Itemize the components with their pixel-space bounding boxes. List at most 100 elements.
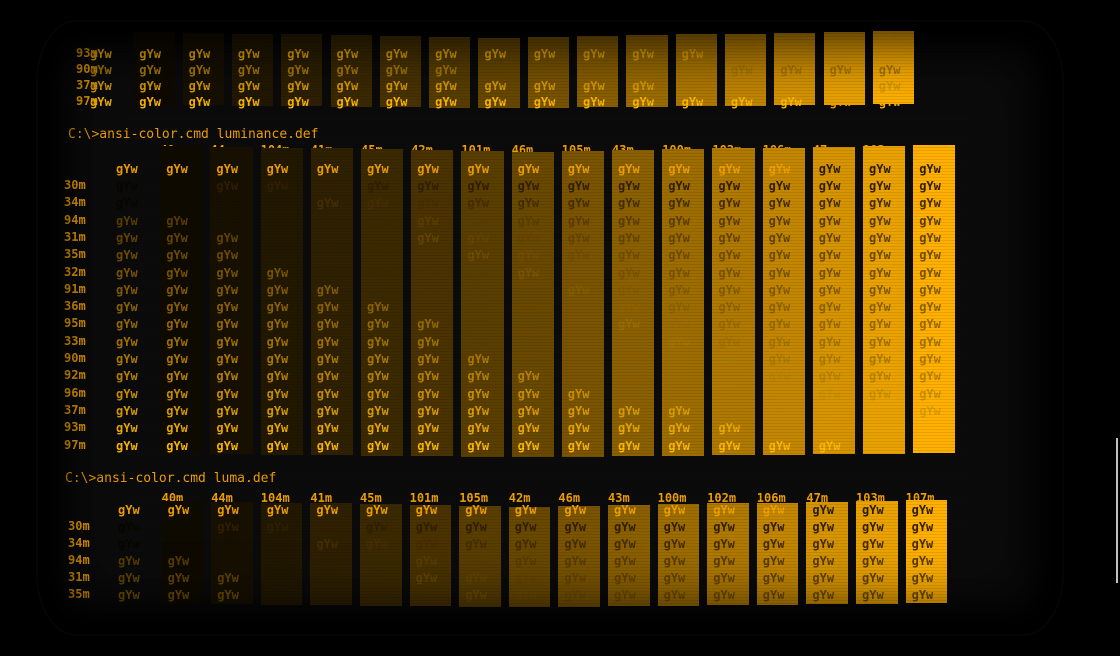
background-swatch <box>558 506 600 607</box>
sample-cell: gYw <box>367 403 389 418</box>
sample-cell: gYw <box>316 282 339 297</box>
sample-cell: gYw <box>316 520 339 534</box>
sample-cell: gYw <box>718 161 741 176</box>
row-label-90m: 90m <box>76 62 98 76</box>
sample-cell: gYw <box>567 352 590 366</box>
sample-cell: gYw <box>367 230 389 245</box>
background-swatch <box>856 500 898 604</box>
background-swatch <box>527 37 569 108</box>
sample-cell: gYw <box>818 196 841 211</box>
sample-cell: gYw <box>718 334 741 349</box>
sample-cell: gYw <box>514 537 537 551</box>
background-swatch <box>411 150 454 457</box>
row-label-33m: 33m <box>64 333 86 348</box>
sample-cell: gYw <box>467 179 490 193</box>
sample-cell: gYw <box>316 421 339 436</box>
sample-cell: gYw <box>316 179 339 193</box>
sample-cell: gYw <box>713 554 735 568</box>
sample-cell: gYw <box>919 421 941 436</box>
sample-cell: gYw <box>869 334 891 349</box>
sample-cell: gYw <box>564 554 587 568</box>
background-swatch <box>459 506 501 607</box>
sample-cell: gYw <box>567 282 590 297</box>
sample-cell: gYw <box>583 63 605 77</box>
sample-cell: gYw <box>911 520 934 534</box>
sample-cell: gYw <box>367 421 389 436</box>
sample-cell: gYw <box>517 352 540 366</box>
sample-cell: gYw <box>818 403 841 418</box>
sample-cell: gYw <box>614 537 636 551</box>
sample-cell: gYw <box>869 230 891 245</box>
sample-cell: gYw <box>266 520 289 534</box>
sample-cell: gYw <box>415 503 438 517</box>
sample-cell: gYw <box>919 369 941 384</box>
sample-cell: gYw <box>517 179 540 193</box>
scrollbar[interactable] <box>1116 438 1118 583</box>
sample-cell: gYw <box>919 265 941 280</box>
sample-cell: gYw <box>911 503 934 517</box>
sample-cell: gYw <box>366 571 388 585</box>
column-header-43m: 43m <box>608 491 630 505</box>
sample-cell: gYw <box>911 588 934 602</box>
sample-cell: gYw <box>367 438 389 453</box>
background-swatch <box>905 499 948 604</box>
sample-cell: gYw <box>718 300 741 315</box>
background-swatch <box>707 503 749 606</box>
sample-cell: gYw <box>718 248 741 263</box>
sample-cell: gYw <box>216 282 239 297</box>
sample-cell: gYw <box>718 230 741 245</box>
sample-cell: gYw <box>681 95 704 109</box>
sample-cell: gYw <box>768 230 791 245</box>
sample-cell: gYw <box>730 63 753 77</box>
sample-cell: gYw <box>818 161 841 176</box>
sample-cell: gYw <box>316 213 339 228</box>
sample-cell: gYw <box>919 282 941 297</box>
sample-cell: gYw <box>266 161 289 176</box>
sample-cell: gYw <box>668 196 690 211</box>
background-swatch <box>211 501 253 605</box>
sample-cell: gYw <box>718 213 741 228</box>
sample-cell: gYw <box>336 95 359 109</box>
background-swatch <box>626 35 668 107</box>
background-swatch <box>210 146 253 455</box>
sample-cell: gYw <box>762 520 785 534</box>
row-label-94m: 94m <box>68 553 90 567</box>
sample-cell: gYw <box>829 63 852 77</box>
sample-cell: gYw <box>618 421 640 436</box>
sample-cell: gYw <box>567 213 590 228</box>
sample-cell: gYw <box>862 537 884 551</box>
sample-cell: gYw <box>166 248 188 263</box>
background-swatch <box>231 33 274 106</box>
sample-cell: gYw <box>216 248 239 263</box>
sample-cell: gYw <box>116 213 138 228</box>
sample-cell: gYw <box>166 421 188 436</box>
sample-cell: gYw <box>768 300 791 315</box>
sample-cell: gYw <box>116 352 138 366</box>
sample-cell: gYw <box>517 196 540 211</box>
sample-cell: gYw <box>167 537 190 551</box>
sample-cell: gYw <box>668 248 690 263</box>
sample-cell: gYw <box>681 63 704 77</box>
sample-cell: gYw <box>618 352 640 366</box>
sample-cell: gYw <box>768 248 791 263</box>
sample-cell: gYw <box>467 403 490 418</box>
background-swatch <box>511 152 554 457</box>
sample-cell: gYw <box>768 161 791 176</box>
sample-cell: gYw <box>366 537 388 551</box>
background-swatch <box>612 150 655 457</box>
sample-cell: gYw <box>564 588 587 602</box>
sample-cell: gYw <box>668 282 690 297</box>
sample-cell: gYw <box>467 161 490 176</box>
sample-cell: gYw <box>116 421 138 436</box>
sample-cell: gYw <box>467 265 490 280</box>
sample-cell: gYw <box>618 334 640 349</box>
sample-cell: gYw <box>118 554 140 568</box>
sample-cell: gYw <box>718 438 741 453</box>
background-swatch <box>823 31 865 105</box>
row-label-94m: 94m <box>64 212 86 227</box>
sample-cell: gYw <box>762 571 785 585</box>
sample-cell: gYw <box>812 554 835 568</box>
sample-cell: gYw <box>367 265 389 280</box>
sample-cell: gYw <box>812 520 835 534</box>
sample-cell: gYw <box>780 63 802 77</box>
